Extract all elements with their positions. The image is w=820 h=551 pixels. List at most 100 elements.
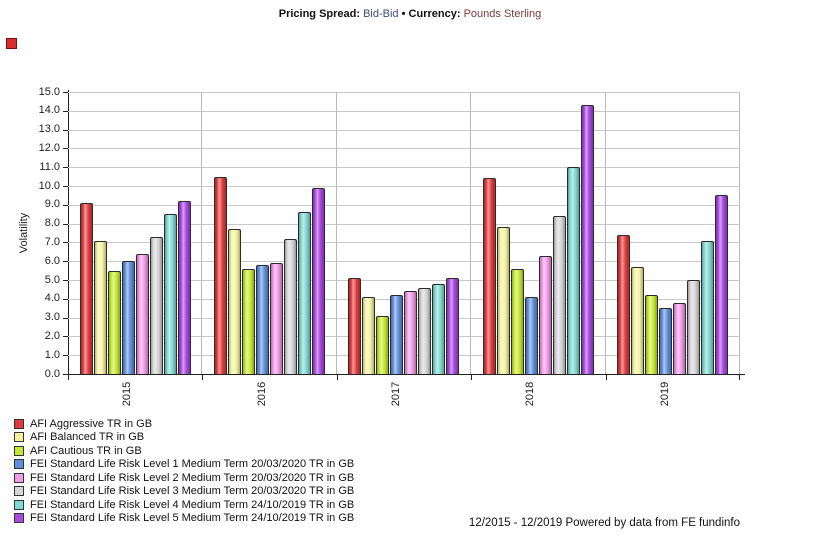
- legend-swatch-icon: [14, 459, 24, 470]
- legend-item: FEI Standard Life Risk Level 1 Medium Te…: [14, 458, 354, 472]
- bar[interactable]: [121, 261, 135, 374]
- bar[interactable]: [298, 212, 312, 374]
- v-gridline: [201, 92, 203, 374]
- bar[interactable]: [552, 216, 566, 374]
- bar[interactable]: [404, 291, 418, 374]
- bar[interactable]: [390, 295, 404, 374]
- v-gridline: [335, 92, 337, 374]
- legend-label: FEI Standard Life Risk Level 3 Medium Te…: [30, 485, 355, 498]
- legend-swatch-icon: [14, 472, 24, 483]
- bar[interactable]: [687, 280, 701, 374]
- bar[interactable]: [580, 105, 594, 374]
- bar[interactable]: [701, 240, 715, 374]
- y-tick-label: 10.0: [38, 179, 60, 192]
- bar-group-2015: [68, 92, 202, 374]
- bar[interactable]: [496, 227, 510, 374]
- bar[interactable]: [482, 178, 496, 374]
- legend-swatch-icon: [14, 499, 24, 510]
- legend-label: AFI Balanced TR in GB: [30, 431, 145, 444]
- bar[interactable]: [418, 287, 432, 374]
- bar[interactable]: [256, 264, 270, 374]
- bar[interactable]: [659, 308, 673, 374]
- bar-group-2018: [471, 92, 605, 374]
- y-tick: [63, 336, 68, 338]
- v-gridline: [604, 92, 606, 374]
- bar[interactable]: [107, 270, 121, 374]
- legend-label: FEI Standard Life Risk Level 2 Medium Te…: [30, 471, 355, 484]
- h-gridline: [68, 186, 740, 187]
- x-tick: [336, 375, 338, 380]
- bar[interactable]: [284, 238, 298, 374]
- bullet-separator: •: [401, 8, 406, 20]
- bar[interactable]: [617, 234, 631, 374]
- y-tick: [63, 129, 68, 131]
- bar[interactable]: [566, 167, 580, 374]
- x-tick-label: 2016: [255, 381, 268, 407]
- legend-item: FEI Standard Life Risk Level 5 Medium Te…: [14, 512, 354, 526]
- y-tick: [63, 242, 68, 244]
- bar[interactable]: [270, 263, 284, 374]
- bar[interactable]: [538, 255, 552, 374]
- legend-label: FEI Standard Life Risk Level 4 Medium Te…: [30, 498, 355, 511]
- bar[interactable]: [149, 236, 163, 374]
- y-tick-label: 15.0: [38, 85, 60, 98]
- y-tick-label: 2.0: [44, 329, 60, 342]
- legend-item: FEI Standard Life Risk Level 3 Medium Te…: [14, 485, 354, 499]
- bar[interactable]: [135, 253, 149, 374]
- h-gridline: [68, 223, 740, 225]
- bar[interactable]: [376, 315, 390, 374]
- bar[interactable]: [645, 295, 659, 374]
- bar[interactable]: [177, 201, 191, 374]
- legend-swatch-icon: [14, 445, 24, 456]
- currency-value: Pounds Sterling: [463, 8, 542, 20]
- y-tick: [63, 110, 68, 112]
- y-tick-label: 5.0: [44, 273, 60, 286]
- y-tick-label: 9.0: [44, 198, 60, 211]
- bar[interactable]: [242, 268, 256, 374]
- bar[interactable]: [312, 187, 326, 374]
- x-tick-label: 2017: [390, 381, 402, 407]
- x-axis-line: [63, 374, 745, 375]
- legend-swatch-icon: [14, 513, 24, 524]
- y-tick: [63, 167, 68, 169]
- bar[interactable]: [79, 202, 93, 374]
- bar[interactable]: [93, 240, 107, 374]
- legend-item: AFI Cautious TR in GB: [14, 444, 354, 458]
- y-tick: [63, 355, 68, 357]
- pricing-spread-value: Bid-Bid: [363, 8, 399, 20]
- x-tick: [605, 375, 607, 380]
- bar-group-2016: [202, 92, 336, 374]
- h-gridline: [68, 92, 740, 93]
- h-gridline: [68, 355, 740, 357]
- bar-group-2017: [337, 92, 471, 374]
- x-tick: [202, 375, 204, 380]
- y-tick: [63, 92, 68, 93]
- legend-label: FEI Standard Life Risk Level 5 Medium Te…: [30, 512, 355, 525]
- x-tick-label: 2018: [524, 381, 537, 407]
- bar[interactable]: [510, 268, 524, 374]
- x-tick-label: 2015: [121, 381, 134, 407]
- h-gridline: [68, 148, 740, 150]
- bar[interactable]: [446, 278, 460, 374]
- bar[interactable]: [631, 266, 645, 374]
- legend-item: AFI Aggressive TR in GB: [14, 417, 354, 431]
- bar[interactable]: [228, 229, 242, 374]
- bar[interactable]: [163, 214, 177, 374]
- bar[interactable]: [362, 296, 376, 374]
- bar[interactable]: [432, 283, 446, 374]
- bar[interactable]: [673, 302, 687, 374]
- y-tick: [63, 223, 68, 225]
- y-tick: [63, 280, 68, 281]
- bar[interactable]: [214, 176, 228, 374]
- legend-item: AFI Balanced TR in GB: [14, 431, 354, 445]
- y-tick-label: 0.0: [44, 367, 60, 380]
- y-tick-label: 11.0: [39, 160, 60, 173]
- bar[interactable]: [715, 195, 729, 374]
- y-tick-label: 14.0: [38, 104, 60, 117]
- bar[interactable]: [348, 278, 362, 374]
- bar[interactable]: [524, 296, 538, 374]
- legend-label: FEI Standard Life Risk Level 1 Medium Te…: [30, 458, 355, 471]
- legend-item: FEI Standard Life Risk Level 2 Medium Te…: [14, 471, 354, 485]
- h-gridline: [68, 317, 740, 319]
